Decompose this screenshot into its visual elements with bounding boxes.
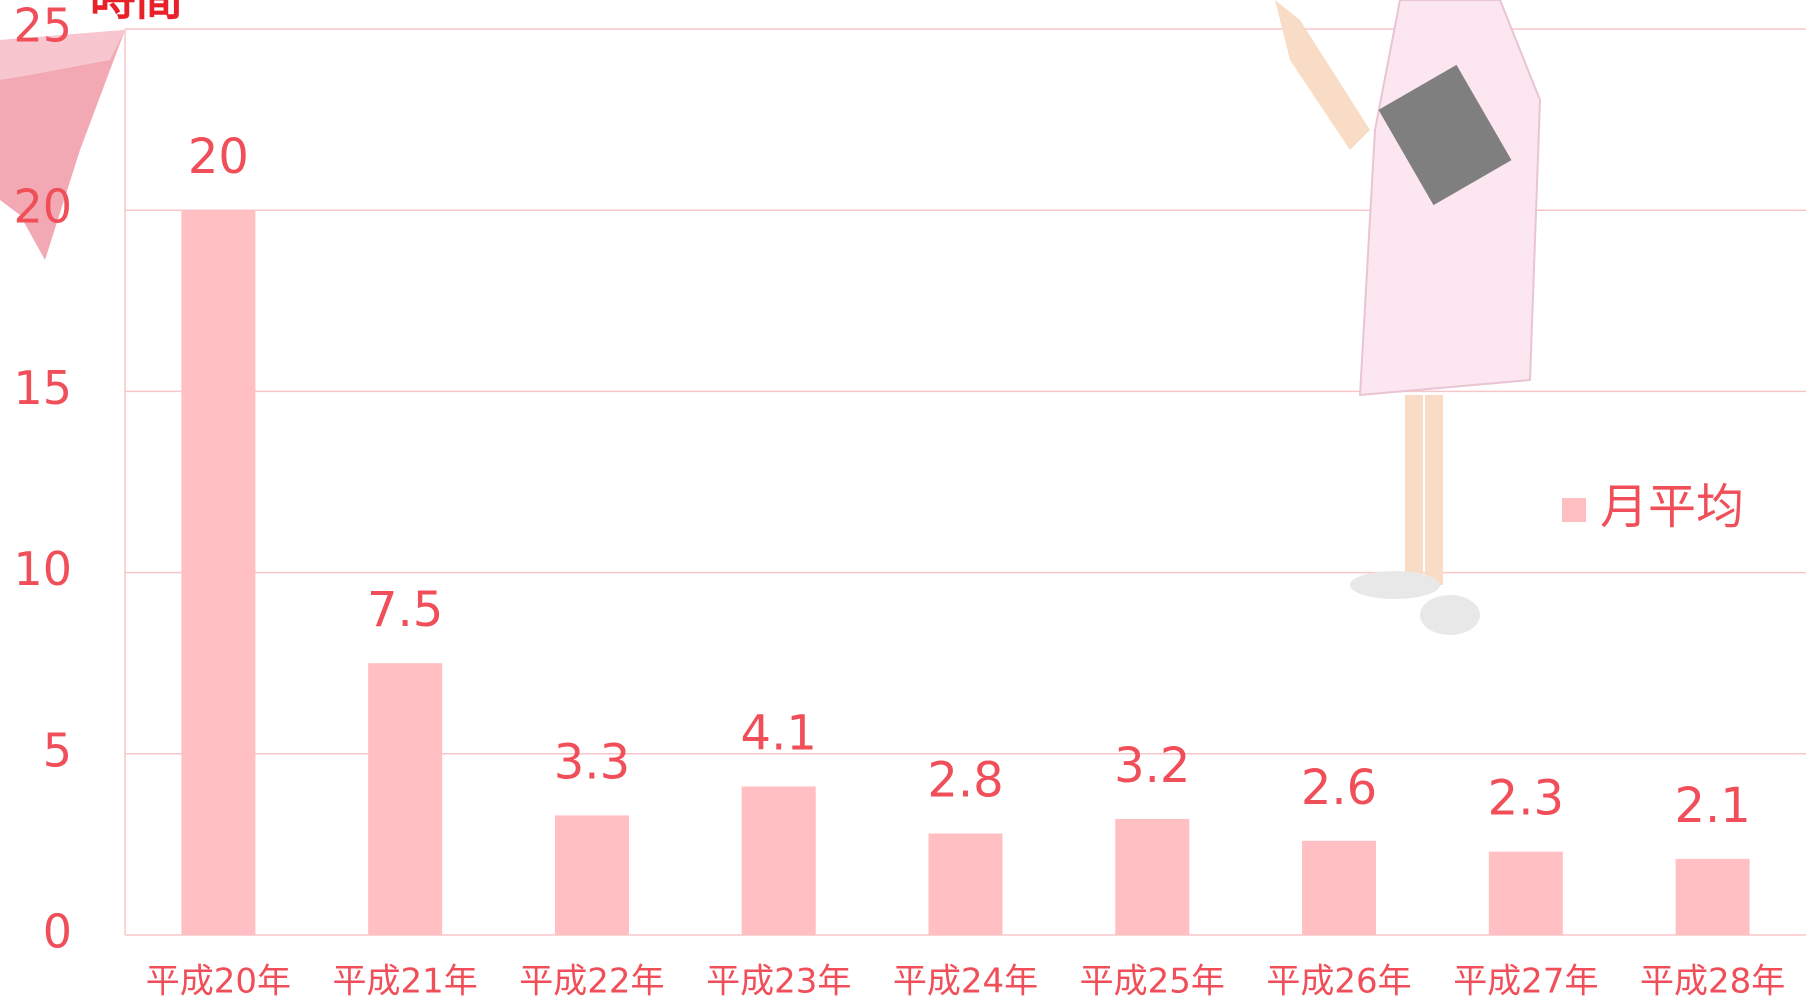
bar: [1302, 840, 1377, 935]
y-tick-label: 15: [13, 361, 72, 415]
x-tick-label: 平成24年: [893, 962, 1038, 997]
ribbon-highlight: [0, 30, 125, 80]
y-tick-label: 20: [13, 180, 72, 234]
value-label: 2.3: [1488, 771, 1564, 827]
x-tick-label: 平成21年: [333, 962, 478, 997]
legend-swatch: [1562, 498, 1586, 522]
value-label: 3.3: [554, 734, 630, 790]
bar: [554, 815, 629, 935]
bar: [181, 210, 256, 935]
x-tick-label: 平成27年: [1453, 962, 1598, 997]
ribbon-decoration: [0, 30, 125, 260]
y-tick-label: 0: [43, 905, 72, 959]
bar: [741, 786, 816, 935]
nurse-illustration: [1275, 0, 1542, 635]
x-tick-label: 平成23年: [706, 962, 851, 997]
bar: [928, 833, 1003, 935]
value-label: 4.1: [741, 705, 817, 761]
value-label: 7.5: [367, 582, 443, 638]
y-tick-label: 10: [13, 542, 72, 596]
value-label: 2.1: [1674, 778, 1750, 834]
y-tick-label: 5: [43, 723, 72, 777]
legend-label: 月平均: [1600, 479, 1744, 535]
bar: [1488, 851, 1563, 935]
bar: [1115, 819, 1190, 935]
value-label: 2.6: [1301, 760, 1377, 816]
x-tick-label: 平成26年: [1266, 962, 1411, 997]
x-tick-label: 平成28年: [1640, 962, 1785, 997]
y-tick-label: 25: [13, 0, 72, 53]
chart-title: 時間: [90, 0, 182, 26]
bar: [1675, 858, 1750, 935]
value-label: 20: [188, 129, 249, 185]
value-label: 2.8: [927, 753, 1003, 809]
x-tick-label: 平成22年: [519, 962, 664, 997]
x-tick-label: 平成25年: [1080, 962, 1225, 997]
bar: [368, 663, 443, 935]
x-tick-label: 平成20年: [146, 962, 291, 997]
value-label: 3.2: [1114, 738, 1190, 794]
